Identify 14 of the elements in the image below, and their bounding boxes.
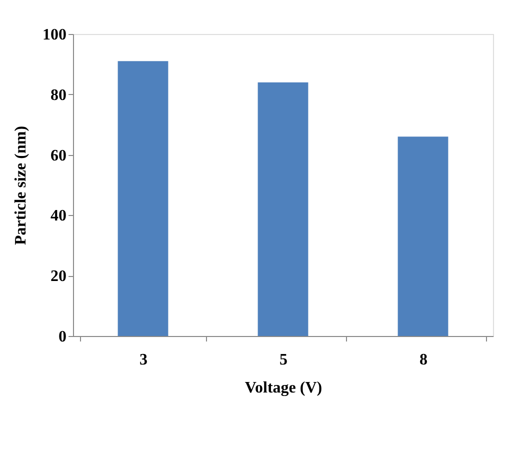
- y-tick-label: 0: [58, 328, 66, 346]
- y-tick-label: 20: [50, 268, 66, 286]
- y-tick-label: 60: [50, 147, 66, 164]
- y-axis-title: Particle size (nm): [12, 126, 30, 246]
- x-tick-label: 8: [420, 352, 428, 368]
- x-tick-label: 3: [140, 352, 148, 368]
- y-tick-label: 80: [50, 86, 66, 104]
- bar: [118, 61, 168, 336]
- bar: [398, 136, 448, 336]
- y-tick-label: 100: [42, 26, 66, 44]
- x-tick-label: 5: [280, 352, 288, 368]
- bar: [258, 82, 308, 336]
- y-tick-label: 40: [50, 208, 66, 225]
- x-axis-title: Voltage (V): [244, 380, 322, 396]
